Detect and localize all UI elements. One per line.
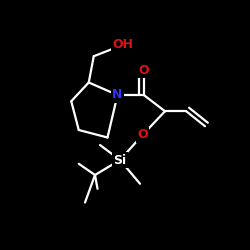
- Text: OH: OH: [112, 38, 133, 52]
- Text: O: O: [137, 128, 148, 141]
- Text: Si: Si: [114, 154, 126, 166]
- Text: O: O: [138, 64, 149, 76]
- Text: N: N: [112, 88, 123, 102]
